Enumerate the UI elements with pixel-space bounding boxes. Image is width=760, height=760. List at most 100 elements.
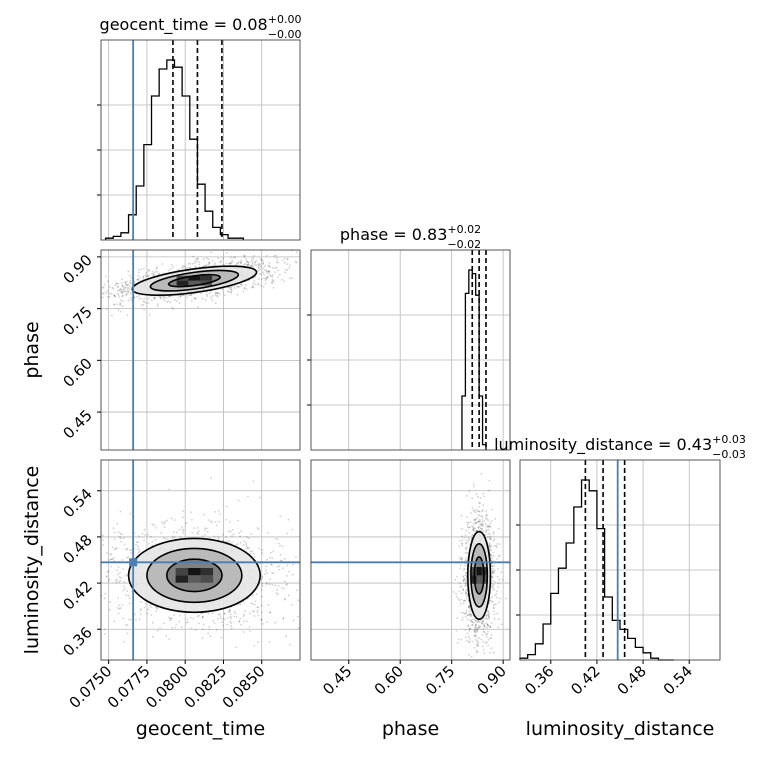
sample-point [246,620,248,623]
sample-point [477,526,480,529]
sample-point [144,603,147,605]
sample-point [467,536,470,539]
sample-point [489,652,491,654]
sample-point [484,626,486,628]
sample-point [150,299,153,302]
sample-point [214,291,217,294]
sample-point [235,616,238,618]
sample-point [225,505,228,508]
sample-point [481,634,484,636]
sample-point [462,576,465,579]
sample-point [198,261,201,263]
sample-point [492,586,494,588]
sample-point [252,480,255,483]
sample-point [486,613,489,616]
sample-point [471,621,474,623]
sample-point [248,265,251,268]
sample-point [464,574,467,577]
sample-point [458,545,460,547]
sample-point [475,508,478,511]
sample-point [225,262,228,265]
sample-point [130,552,133,554]
sample-point [491,565,493,568]
sample-point [460,557,463,560]
sample-point [204,298,207,301]
sample-point [468,606,470,609]
sample-point [234,256,237,259]
sample-point [461,542,463,544]
sample-point [208,628,211,631]
sample-point [220,259,223,262]
sample-point [188,294,191,297]
sample-point [189,262,191,265]
sample-point [261,611,263,614]
sample-point [468,605,470,607]
sample-point [468,641,470,643]
sample-point [227,286,230,289]
sample-point [159,296,162,298]
sample-point [125,594,128,597]
sample-point [163,299,166,302]
sample-point [477,513,480,516]
sample-point [229,613,232,616]
sample-point [116,303,118,306]
sample-point [478,510,480,513]
sample-point [175,623,178,626]
sample-point [472,526,475,529]
sample-point [111,314,113,317]
sample-point [243,254,245,257]
sample-point [468,490,471,492]
sample-point [168,295,170,298]
density-core-bin [188,275,201,281]
sample-point [291,573,294,576]
sample-point [249,550,252,552]
sample-point [498,601,500,603]
panel-title-geocent_time: geocent_time = 0.08+0.00 [100,13,302,35]
sample-point [490,508,493,511]
sample-point [174,299,176,302]
sample-point [481,528,484,531]
sample-point [285,584,288,586]
sample-point [462,579,465,581]
sample-point [122,589,125,592]
sample-point [186,621,189,623]
sample-point [136,278,139,281]
sample-point [156,303,159,306]
sample-point [286,583,288,585]
sample-point [245,288,248,290]
sample-point [230,289,233,292]
sample-point [118,536,121,538]
sample-point [222,257,224,260]
sample-point [119,532,122,535]
sample-point [484,615,487,617]
sample-point [151,270,154,273]
contour-line-level-3 [167,273,221,288]
sample-point [476,629,479,632]
sample-point [494,545,496,547]
sample-point [477,620,479,622]
sample-point [242,543,245,546]
sample-point [473,485,475,488]
sample-point [481,510,484,513]
sample-point [477,641,479,644]
sample-point [247,261,250,264]
sample-point [126,573,129,576]
sample-point [159,296,162,299]
sample-point [289,643,291,646]
sample-point [117,294,120,297]
sample-point [253,555,256,558]
sample-point [261,582,264,585]
sample-point [159,627,161,629]
sample-point [485,531,488,533]
sample-point [262,285,265,288]
sample-point [104,275,107,278]
sample-point [473,510,475,513]
sample-point [198,530,201,533]
sample-point [244,284,247,286]
sample-point [240,530,243,533]
sample-point [477,520,480,523]
sample-point [178,529,181,531]
sample-point [486,536,489,539]
sample-point [163,526,166,529]
sample-point [210,251,213,254]
